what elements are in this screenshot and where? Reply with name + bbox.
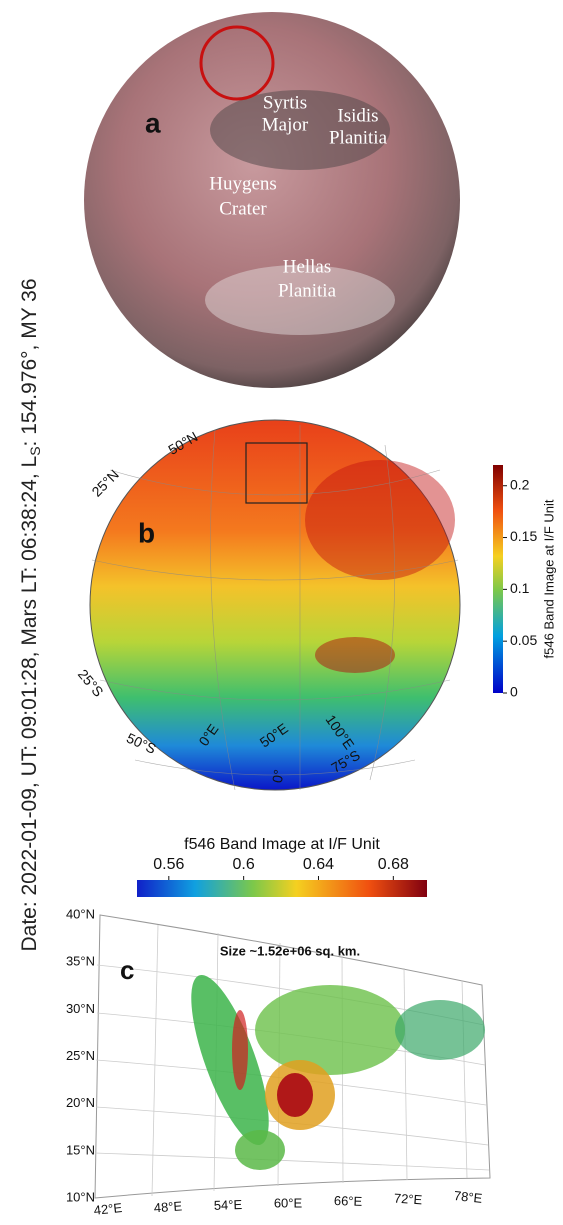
reflectance-globe: [89, 419, 461, 791]
lat-label: 20°N: [66, 1095, 95, 1110]
colorbar-title: f546 Band Image at I/F Unit: [541, 499, 556, 658]
panel-label: c: [120, 955, 134, 985]
highlight-circle: [199, 25, 275, 101]
lon-labels: 42°E 48°E 54°E 60°E 66°E 72°E 78°E: [93, 1188, 483, 1218]
lon-label: 54°E: [214, 1197, 243, 1213]
dark-region: [210, 90, 390, 170]
colorbar-tick-label: 0.64: [303, 856, 334, 873]
colorbar: [493, 465, 503, 693]
colorbar-tick-label: 0.56: [153, 856, 184, 873]
grid-label: 0°: [269, 768, 287, 784]
colorbar-tick-label: 0.15: [510, 528, 537, 544]
colorbar-tick-label: 0: [510, 684, 518, 700]
bright-region: [205, 265, 395, 335]
lon-label: 60°E: [274, 1195, 303, 1210]
panel-label: a: [145, 107, 161, 138]
graticule: [91, 424, 459, 791]
lat-label: 40°N: [66, 906, 95, 921]
high-region: [315, 637, 395, 673]
colorbar-tick-label: 0.6: [233, 856, 255, 873]
lon-label: 42°E: [93, 1200, 123, 1218]
caption-suffix: : 154.976°, MY 36: [18, 278, 41, 446]
grid-label: 25°N: [88, 466, 121, 499]
feature-label: Syrtis: [263, 92, 307, 113]
lon-label: 78°E: [453, 1188, 483, 1206]
lat-label: 30°N: [66, 1001, 95, 1016]
colorbar: [137, 880, 427, 897]
lon-label: 66°E: [334, 1193, 363, 1209]
feature-label: Planitia: [278, 280, 337, 301]
colorbar-tick-label: 0.2: [510, 476, 530, 492]
feature-label: Hellas: [283, 256, 332, 277]
lat-labels: 40°N 35°N 30°N 25°N 20°N 15°N 10°N: [66, 906, 95, 1204]
region-box: [245, 442, 308, 504]
colorbar-title: f546 Band Image at I/F Unit: [184, 836, 380, 853]
feature-label: Crater: [219, 198, 267, 219]
lat-label: 10°N: [66, 1190, 95, 1205]
lon-label: 48°E: [153, 1198, 183, 1215]
caption-prefix: Date: 2022-01-09, UT: 09:01:28, Mars LT:…: [18, 456, 41, 952]
panel-label: b: [138, 517, 155, 548]
feature-label: Major: [262, 114, 309, 135]
feature-label: Huygens: [209, 173, 277, 194]
feature-label: Isidis: [337, 105, 378, 126]
annotation: Size ~1.52e+06 sq. km.: [220, 943, 360, 958]
lat-label: 35°N: [66, 954, 95, 969]
caption: Date: 2022-01-09, UT: 09:01:28, Mars LT:…: [18, 278, 43, 951]
feature-label: Planitia: [329, 127, 388, 148]
high-region: [305, 460, 455, 580]
colorbar-tick-label: 0.05: [510, 632, 537, 648]
lat-label: 15°N: [66, 1142, 95, 1157]
colorbar-tick-label: 0.68: [378, 856, 409, 873]
lon-label: 72°E: [393, 1190, 423, 1207]
caption-subscript: S: [27, 446, 43, 455]
detection-patches: [191, 974, 485, 1170]
lat-label: 25°N: [66, 1048, 95, 1063]
colorbar-tick-label: 0.1: [510, 580, 530, 596]
